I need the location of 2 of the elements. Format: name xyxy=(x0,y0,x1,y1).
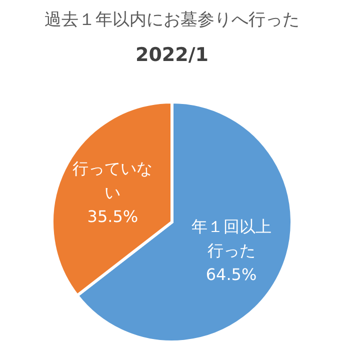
subtitle: 2022/1 xyxy=(134,44,210,66)
title: 過去１年以内にお墓参りへ行った xyxy=(44,9,300,31)
